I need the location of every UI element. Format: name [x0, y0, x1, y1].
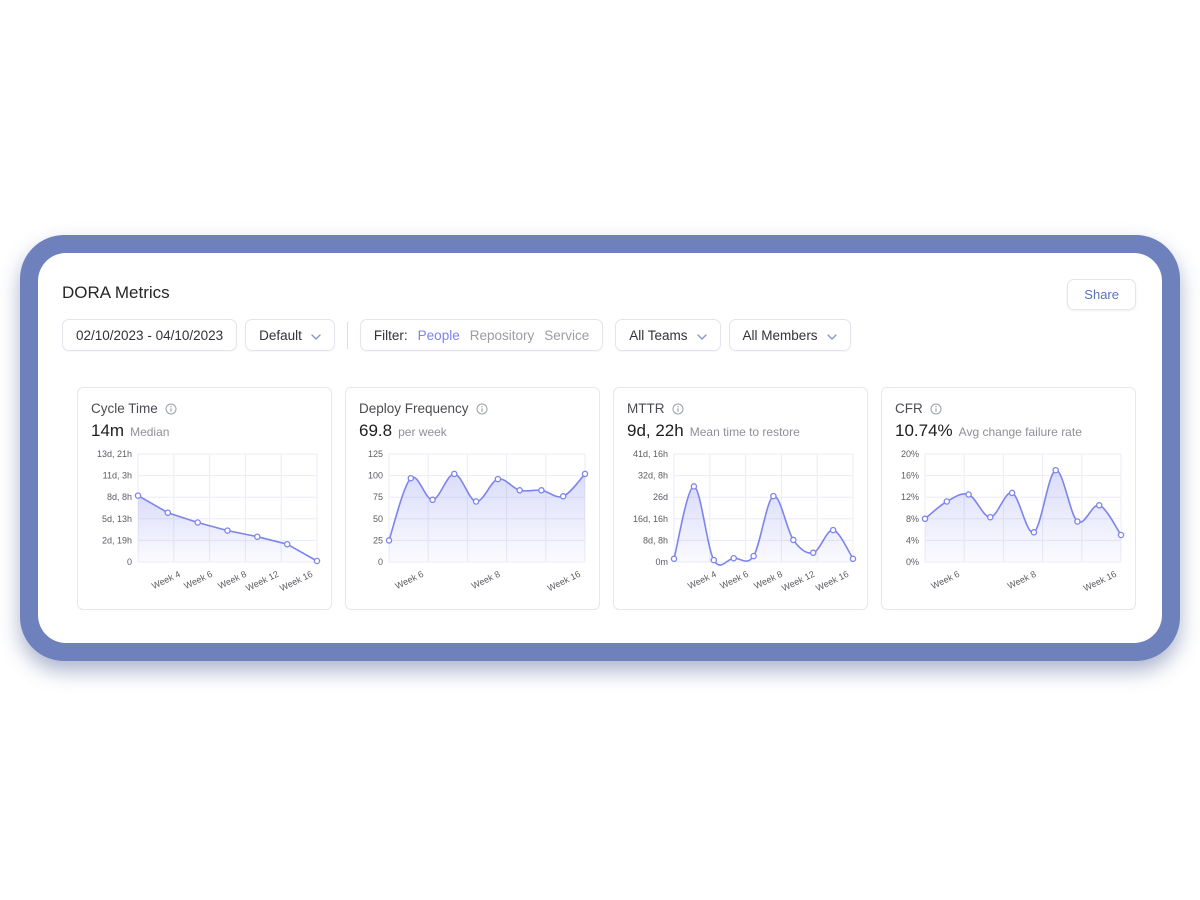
- svg-text:32d, 8h: 32d, 8h: [638, 471, 668, 481]
- metric-title: Cycle Time: [91, 401, 158, 416]
- svg-text:Week 4: Week 4: [150, 569, 182, 591]
- preset-value: Default: [259, 327, 302, 343]
- svg-text:0m: 0m: [655, 557, 668, 567]
- svg-text:41d, 16h: 41d, 16h: [633, 449, 668, 459]
- deploy-frequency-chart: 125 100 75 50 25 0 Week 6 Week 8 Week 16: [368, 449, 589, 593]
- svg-text:Week 16: Week 16: [278, 569, 314, 593]
- teams-dropdown[interactable]: All Teams: [615, 319, 721, 351]
- svg-text:5d, 13h: 5d, 13h: [102, 514, 132, 524]
- svg-text:8d, 8h: 8d, 8h: [643, 535, 668, 545]
- svg-text:Week 16: Week 16: [546, 569, 582, 593]
- metric-value-label: Median: [130, 425, 170, 439]
- svg-text:16%: 16%: [901, 471, 919, 481]
- metrics-row: Cycle Time 14m Median 13d, 21h 11d, 3h 8d,…: [77, 387, 1136, 610]
- svg-text:50: 50: [373, 514, 383, 524]
- svg-text:100: 100: [368, 471, 383, 481]
- svg-text:8%: 8%: [906, 514, 919, 524]
- controls-divider: [346, 321, 348, 349]
- chevron-down-icon: [826, 328, 837, 343]
- metric-value: 69.8: [359, 421, 393, 440]
- info-icon[interactable]: [672, 403, 684, 415]
- metric-title: Deploy Frequency: [359, 401, 469, 416]
- svg-text:Week 8: Week 8: [216, 569, 248, 591]
- svg-text:0%: 0%: [906, 557, 919, 567]
- metric-value-label: Avg change failure rate: [958, 425, 1082, 439]
- metric-value: 9d, 22h: [627, 421, 684, 440]
- dashboard-panel: DORA Metrics Share 02/10/2023 - 04/10/20…: [38, 253, 1162, 643]
- chevron-down-icon: [696, 328, 707, 343]
- members-dropdown[interactable]: All Members: [728, 319, 851, 351]
- svg-text:Week 8: Week 8: [1006, 569, 1038, 591]
- metric-card-cycle-time: Cycle Time 14m Median 13d, 21h 11d, 3h 8d,…: [77, 387, 332, 610]
- metric-value-label: Mean time to restore: [689, 425, 800, 439]
- metric-value: 10.74%: [895, 421, 953, 440]
- svg-text:Week 8: Week 8: [752, 569, 784, 591]
- date-range-value: 02/10/2023 - 04/10/2023: [76, 327, 224, 343]
- controls-bar: 02/10/2023 - 04/10/2023 Default Filter: …: [62, 319, 851, 351]
- svg-text:0: 0: [127, 557, 132, 567]
- svg-text:25: 25: [373, 535, 383, 545]
- svg-text:12%: 12%: [901, 492, 919, 502]
- page-title: DORA Metrics: [62, 283, 170, 302]
- metric-value-label: per week: [398, 425, 447, 439]
- metric-card-deploy-frequency: Deploy Frequency 69.8 per week 125 100 75 5…: [345, 387, 600, 610]
- svg-text:125: 125: [368, 449, 383, 459]
- svg-text:16d, 16h: 16d, 16h: [633, 514, 668, 524]
- svg-text:Week 12: Week 12: [780, 569, 816, 593]
- info-icon[interactable]: [165, 403, 177, 415]
- metric-value: 14m: [91, 421, 125, 440]
- svg-text:20%: 20%: [901, 449, 919, 459]
- preset-dropdown[interactable]: Default: [245, 319, 335, 351]
- chevron-down-icon: [311, 328, 321, 343]
- svg-text:Week 4: Week 4: [686, 569, 718, 591]
- info-icon[interactable]: [930, 403, 942, 415]
- metric-card-cfr: CFR 10.74% Avg change failure rate 20% 16…: [881, 387, 1136, 610]
- svg-text:Week 16: Week 16: [814, 569, 850, 593]
- info-icon[interactable]: [476, 403, 488, 415]
- mttr-chart: 41d, 16h 32d, 8h 26d 16d, 16h 8d, 8h 0m Week 4…: [633, 449, 857, 593]
- cycle-time-chart: 13d, 21h 11d, 3h 8d, 8h 5d, 13h 2d, 19h 0 Week…: [97, 449, 321, 593]
- metric-card-mttr: MTTR 9d, 22h Mean time to restore 41d, 1…: [613, 387, 868, 610]
- metric-title: MTTR: [627, 401, 665, 416]
- svg-text:11d, 3h: 11d, 3h: [103, 471, 132, 481]
- svg-text:Week 12: Week 12: [244, 569, 280, 593]
- svg-text:0: 0: [378, 557, 383, 567]
- svg-text:75: 75: [373, 492, 383, 502]
- svg-text:Week 8: Week 8: [470, 569, 502, 591]
- metric-title: CFR: [895, 401, 923, 416]
- filter-label: Filter:: [373, 327, 408, 343]
- svg-text:13d, 21h: 13d, 21h: [97, 449, 132, 459]
- filter-group: Filter: People Repository Service: [359, 319, 604, 351]
- cfr-chart: 20% 16% 12% 8% 4% 0% Week 6 Week 8 Week 16: [901, 449, 1125, 593]
- share-button[interactable]: Share: [1067, 279, 1136, 310]
- dashboard-frame: DORA Metrics Share 02/10/2023 - 04/10/20…: [20, 235, 1180, 661]
- date-range-picker[interactable]: 02/10/2023 - 04/10/2023: [62, 319, 238, 351]
- svg-text:Week 6: Week 6: [393, 569, 425, 591]
- teams-value: All Teams: [629, 327, 688, 343]
- svg-text:Week 6: Week 6: [718, 569, 750, 591]
- svg-text:Week 6: Week 6: [929, 569, 961, 591]
- svg-text:8d, 8h: 8d, 8h: [107, 492, 132, 502]
- filter-option-service[interactable]: Service: [544, 327, 590, 343]
- svg-text:Week 16: Week 16: [1082, 569, 1118, 593]
- filter-option-repository[interactable]: Repository: [469, 327, 535, 343]
- filter-option-people[interactable]: People: [417, 327, 460, 343]
- svg-text:4%: 4%: [906, 535, 919, 545]
- svg-text:26d: 26d: [653, 492, 668, 502]
- svg-text:Week 6: Week 6: [182, 569, 214, 591]
- svg-text:2d, 19h: 2d, 19h: [102, 535, 132, 545]
- members-value: All Members: [742, 327, 818, 343]
